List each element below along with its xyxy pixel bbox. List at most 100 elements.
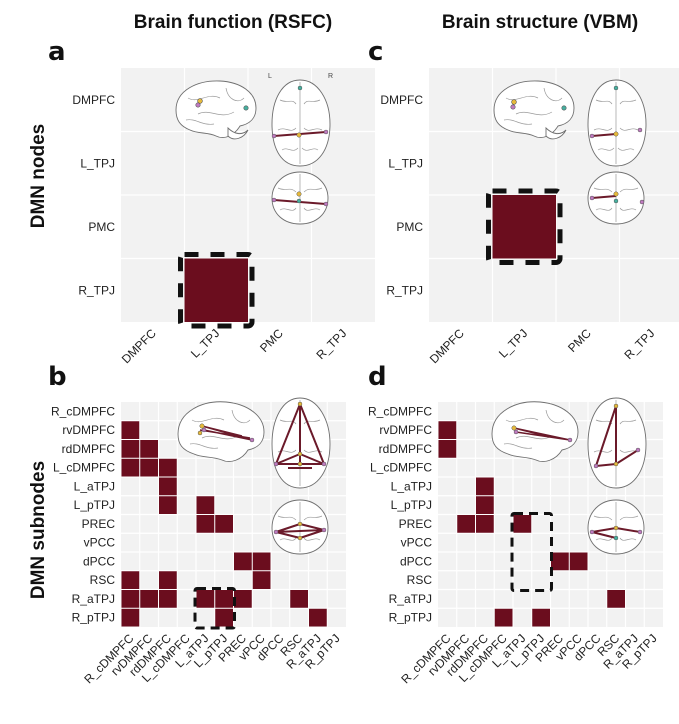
y-tick-label: R_aTPJ — [72, 592, 115, 606]
y-tick-label: vPCC — [84, 536, 116, 550]
heatmap-cell — [494, 608, 513, 627]
col-title-vbm: Brain structure (VBM) — [442, 12, 638, 33]
heatmap-cell — [215, 608, 233, 627]
y-tick-label: R_TPJ — [78, 283, 115, 297]
heatmap-cell — [159, 496, 177, 514]
heatmap-cell — [309, 608, 327, 627]
brain-axial-d-bottom — [587, 499, 645, 555]
brain-axial-a-top: L R — [268, 73, 333, 167]
hemisphere-label-left: L — [268, 73, 272, 80]
y-tick-label: R_aTPJ — [389, 592, 432, 606]
heatmap-cell — [457, 515, 475, 533]
y-tick-label: DMPFC — [72, 93, 115, 107]
heatmap-cell — [438, 440, 457, 458]
heatmap-cell — [121, 421, 140, 439]
y-tick-label: PREC — [399, 517, 433, 531]
heatmap-cell — [252, 552, 271, 571]
heatmap-cell — [532, 608, 550, 627]
hemisphere-label-right: R — [328, 73, 333, 80]
y-tick-label: dPCC — [83, 554, 115, 568]
y-tick-label: dPCC — [400, 554, 432, 568]
panel-letter-b: b — [48, 362, 67, 392]
brain-axial-b-top — [271, 397, 331, 489]
heatmap-cell — [290, 590, 308, 608]
heatmap-cell — [159, 590, 177, 608]
y-tick-label: L_TPJ — [80, 156, 115, 170]
heatmap-cell — [121, 590, 140, 608]
highlight-box — [178, 252, 255, 329]
y-tick-label: L_cDMPFC — [53, 461, 115, 475]
heatmap-cell — [159, 477, 177, 496]
brain-axial-d-top — [587, 397, 647, 489]
y-tick-label: rdDMPFC — [62, 442, 116, 456]
heatmap-cell — [492, 195, 556, 259]
heatmap-cell — [234, 552, 252, 571]
panel-letter-d: d — [368, 362, 387, 392]
heatmap-cell — [234, 590, 252, 608]
heatmap-cell — [121, 608, 140, 627]
brain-axial-c-top — [587, 79, 647, 167]
x-tick-label: L_TPJ — [496, 326, 530, 360]
y-tick-label: PMC — [88, 220, 115, 234]
highlight-box — [510, 512, 553, 592]
y-tick-label: R_pTPJ — [389, 611, 432, 625]
heatmap-cell — [215, 515, 233, 533]
y-tick-label: PMC — [396, 220, 423, 234]
heatmap-cell — [121, 440, 140, 458]
heatmap-cell — [476, 515, 494, 533]
y-tick-label: R_pTPJ — [72, 611, 115, 625]
x-tick-label: R_TPJ — [622, 326, 658, 362]
y-tick-label: L_cDMPFC — [370, 461, 432, 475]
heatmap-cell — [252, 571, 271, 589]
brain-axial-a-bottom — [271, 171, 329, 225]
heatmap-cell — [159, 571, 177, 589]
y-tick-label: PREC — [82, 517, 116, 531]
highlight-box — [193, 587, 236, 630]
x-tick-label: L_TPJ — [188, 326, 222, 360]
y-tick-label: R_cDMPFC — [368, 404, 432, 418]
x-tick-label: PMC — [565, 326, 594, 355]
row-title-subnodes: DMN subnodes — [28, 461, 49, 599]
brain-axial-c-bottom — [587, 171, 645, 225]
heatmap-cell — [184, 258, 248, 322]
heatmap-cell — [196, 496, 215, 514]
x-tick-label: PMC — [257, 326, 286, 355]
y-tick-label: DMPFC — [380, 93, 423, 107]
heatmap-cell — [140, 590, 158, 608]
heatmap-cell — [476, 477, 494, 496]
y-tick-label: R_TPJ — [386, 283, 423, 297]
brain-sagittal-c — [493, 80, 575, 140]
heatmap-cell — [513, 515, 532, 533]
brain-sagittal-b — [177, 401, 265, 462]
heatmap-cell — [215, 590, 233, 608]
y-tick-label: L_aTPJ — [74, 479, 115, 493]
heatmap-cell — [121, 571, 140, 589]
y-tick-label: vPCC — [401, 536, 433, 550]
col-title-rsfc: Brain function (RSFC) — [134, 12, 332, 33]
y-tick-label: L_pTPJ — [74, 498, 115, 512]
y-tick-label: RSC — [90, 573, 116, 587]
heatmap-cell — [140, 440, 158, 458]
heatmap-cell — [569, 552, 588, 571]
y-tick-label: rdDMPFC — [379, 442, 433, 456]
brain-axial-b-bottom — [271, 499, 329, 555]
highlight-box — [486, 188, 563, 265]
y-tick-label: rvDMPFC — [379, 423, 432, 437]
brain-sagittal-d — [491, 401, 579, 462]
heatmap-cell — [196, 590, 215, 608]
y-tick-label: RSC — [407, 573, 433, 587]
y-tick-label: R_cDMPFC — [51, 404, 115, 418]
x-tick-label: DMPFC — [427, 326, 467, 366]
heatmap-cell — [438, 421, 457, 439]
heatmap-cell — [140, 458, 158, 477]
heatmap-cell — [476, 496, 494, 514]
heatmap-cell — [196, 515, 215, 533]
panel-letter-c: c — [368, 37, 383, 67]
y-tick-label: L_aTPJ — [391, 479, 432, 493]
y-tick-label: L_pTPJ — [391, 498, 432, 512]
row-title-nodes: DMN nodes — [28, 124, 49, 229]
heatmap-cell — [121, 458, 140, 477]
heatmap-cell — [607, 590, 625, 608]
heatmap-cell — [551, 552, 569, 571]
